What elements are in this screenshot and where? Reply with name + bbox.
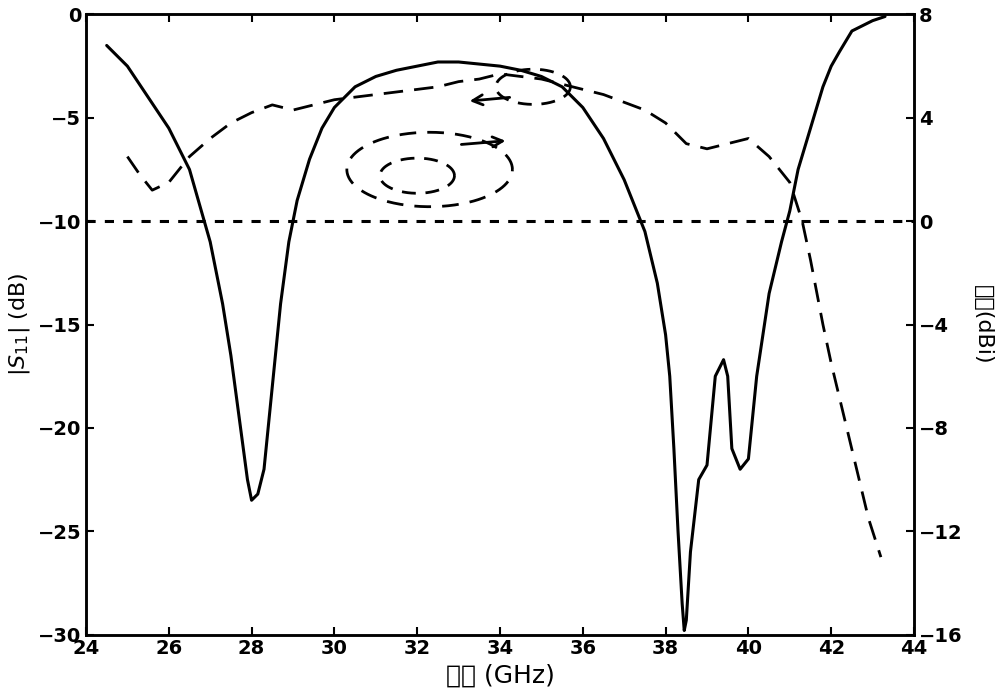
X-axis label: 频率 (GHz): 频率 (GHz) xyxy=(446,664,554,688)
Y-axis label: 增益(dBi): 增益(dBi) xyxy=(973,285,993,364)
Y-axis label: |$S_{11}$| (dB): |$S_{11}$| (dB) xyxy=(7,273,32,376)
